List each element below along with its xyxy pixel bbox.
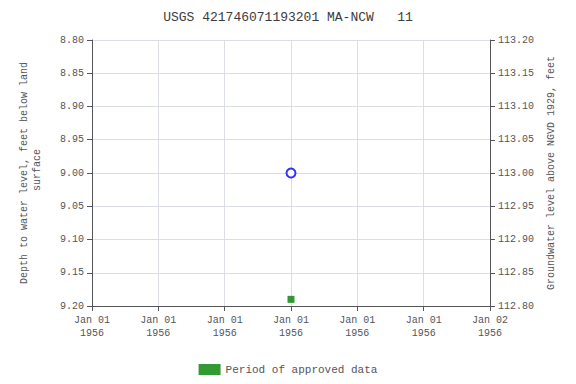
- svg-text:surface: surface: [32, 149, 43, 197]
- svg-text:112.85: 112.85: [498, 267, 534, 278]
- svg-text:113.15: 113.15: [498, 68, 534, 79]
- svg-text:1956: 1956: [146, 328, 170, 339]
- svg-text:1956: 1956: [213, 328, 237, 339]
- svg-text:8.85: 8.85: [60, 68, 84, 79]
- svg-text:8.80: 8.80: [60, 35, 84, 46]
- svg-text:1956: 1956: [412, 328, 436, 339]
- svg-text:9.15: 9.15: [60, 267, 84, 278]
- svg-text:113.20: 113.20: [498, 35, 534, 46]
- svg-text:Jan 01: Jan 01: [74, 315, 110, 326]
- svg-text:8.90: 8.90: [60, 101, 84, 112]
- svg-text:113.00: 113.00: [498, 168, 534, 179]
- svg-text:Jan 01: Jan 01: [140, 315, 176, 326]
- svg-text:1956: 1956: [478, 328, 502, 339]
- svg-text:8.95: 8.95: [60, 134, 84, 145]
- svg-text:Jan 01: Jan 01: [207, 315, 243, 326]
- svg-text:113.05: 113.05: [498, 134, 534, 145]
- svg-text:112.90: 112.90: [498, 234, 534, 245]
- svg-text:9.00: 9.00: [60, 168, 84, 179]
- svg-text:1956: 1956: [80, 328, 104, 339]
- svg-text:Groundwater level above NGVD 1: Groundwater level above NGVD 1929, feet: [546, 56, 557, 290]
- svg-text:USGS 421746071193201 MA-NCW: USGS 421746071193201 MA-NCW 11: [163, 10, 413, 25]
- svg-text:1956: 1956: [345, 328, 369, 339]
- svg-text:9.10: 9.10: [60, 234, 84, 245]
- svg-text:Jan 01: Jan 01: [273, 315, 309, 326]
- svg-text:Jan 01: Jan 01: [339, 315, 375, 326]
- svg-text:9.05: 9.05: [60, 201, 84, 212]
- svg-text:Period of approved data: Period of approved data: [226, 364, 378, 376]
- svg-text:1956: 1956: [279, 328, 303, 339]
- svg-text:112.80: 112.80: [498, 301, 534, 312]
- svg-text:Jan 02: Jan 02: [472, 315, 508, 326]
- svg-text:113.10: 113.10: [498, 101, 534, 112]
- svg-text:Jan 01: Jan 01: [406, 315, 442, 326]
- svg-text:9.20: 9.20: [60, 301, 84, 312]
- svg-text:Depth to water level, feet bel: Depth to water level, feet below land: [19, 62, 30, 284]
- svg-text:112.95: 112.95: [498, 201, 534, 212]
